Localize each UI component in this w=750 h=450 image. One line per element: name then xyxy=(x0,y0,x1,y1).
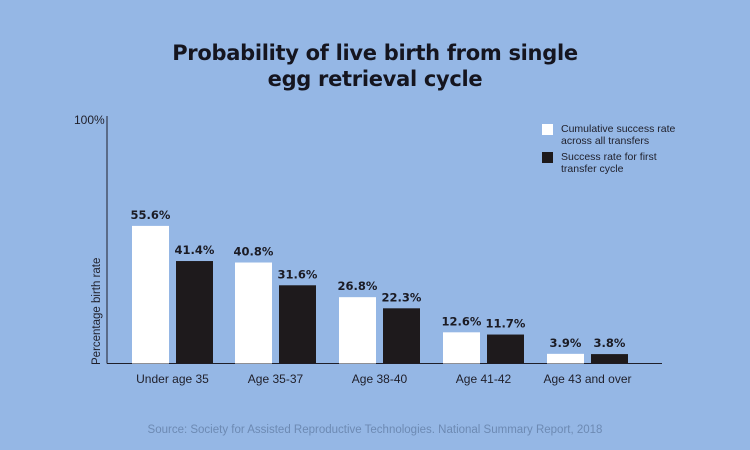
chart-title: Probability of live birth from single eg… xyxy=(0,40,750,92)
data-label-cumulative-3: 12.6% xyxy=(442,314,482,328)
chart-title-line-1: Probability of live birth from single xyxy=(172,41,578,65)
x-tick-label-1: Age 35-37 xyxy=(248,372,304,386)
bar-first-transfer-2 xyxy=(383,308,420,364)
bar-first-transfer-1 xyxy=(279,285,316,364)
legend-label-first-transfer-line-2: transfer cycle xyxy=(561,163,624,175)
y-axis-max-label: 100% xyxy=(74,113,105,127)
bar-cumulative-4 xyxy=(547,353,584,364)
bar-first-transfer-0 xyxy=(176,261,213,364)
data-label-cumulative-4: 3.9% xyxy=(550,336,582,350)
x-tick-label-3: Age 41-42 xyxy=(456,372,512,386)
data-label-first-transfer-2: 22.3% xyxy=(382,290,422,304)
data-label-cumulative-0: 55.6% xyxy=(131,208,171,222)
data-label-first-transfer-4: 3.8% xyxy=(594,336,626,350)
legend-label-cumulative-line-1: Cumulative success rate xyxy=(561,123,676,135)
data-label-first-transfer-0: 41.4% xyxy=(175,243,215,257)
chart-title-line-2: egg retrieval cycle xyxy=(267,67,483,91)
legend: Cumulative success rate across all trans… xyxy=(542,123,676,175)
legend-label-cumulative-line-2: across all transfers xyxy=(561,135,649,147)
data-label-cumulative-1: 40.8% xyxy=(234,245,274,259)
x-tick-label-2: Age 38-40 xyxy=(352,372,408,386)
bar-group: 55.6% 41.4% Under age 35 40.8% 31.6% Age 35-3… xyxy=(131,208,632,386)
data-label-first-transfer-3: 11.7% xyxy=(486,317,526,331)
bar-cumulative-0 xyxy=(132,225,169,364)
bar-cumulative-3 xyxy=(443,332,480,364)
bar-cumulative-1 xyxy=(235,262,272,364)
bar-first-transfer-3 xyxy=(487,334,524,364)
x-tick-label-4: Age 43 and over xyxy=(543,372,631,386)
y-axis-title: Percentage birth rate xyxy=(91,258,103,365)
source-note: Source: Society for Assisted Reproductiv… xyxy=(147,424,603,436)
data-label-cumulative-2: 26.8% xyxy=(338,279,378,293)
bar-cumulative-2 xyxy=(339,297,376,364)
legend-swatch-first-transfer xyxy=(542,152,553,163)
bar-first-transfer-4 xyxy=(591,354,628,364)
data-label-first-transfer-1: 31.6% xyxy=(278,267,318,281)
x-tick-label-0: Under age 35 xyxy=(136,372,209,386)
legend-swatch-cumulative xyxy=(542,124,553,135)
legend-label-first-transfer-line-1: Success rate for first xyxy=(561,151,657,163)
